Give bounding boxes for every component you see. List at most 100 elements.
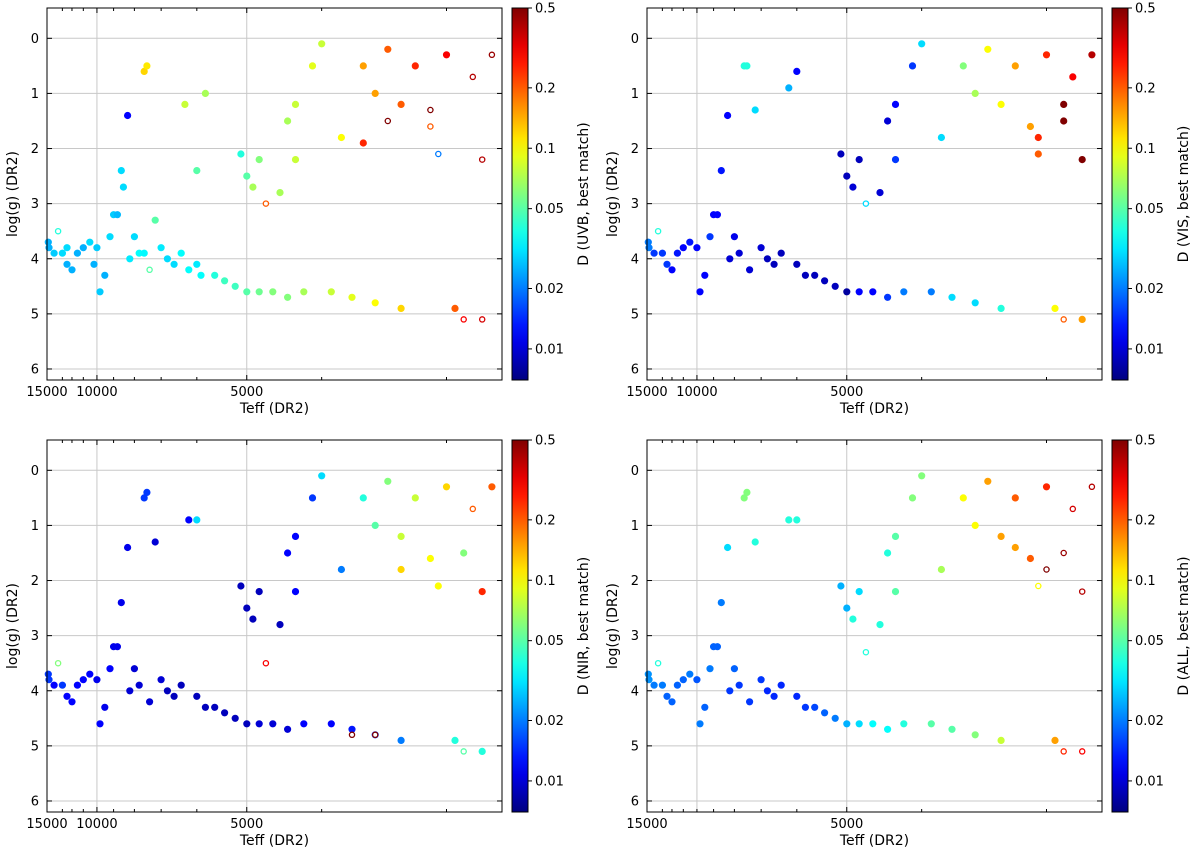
data-point [427, 123, 434, 130]
data-point [663, 260, 671, 268]
data-point [883, 293, 892, 301]
data-point [891, 156, 900, 164]
data-point [123, 543, 132, 552]
y-tick-label: 4 [631, 684, 639, 699]
data-point [348, 731, 356, 739]
data-point [686, 670, 694, 678]
data-point [451, 736, 459, 745]
data-point [73, 681, 81, 689]
y-tick-label: 6 [31, 362, 39, 377]
data-point [793, 516, 801, 524]
data-point [855, 288, 863, 296]
data-point [862, 200, 870, 207]
colorbar [1111, 7, 1129, 381]
data-point [696, 720, 704, 728]
data-point [793, 692, 801, 700]
data-point [255, 587, 263, 596]
data-point [918, 472, 926, 480]
colorbar-tick-label: 0.05 [535, 202, 564, 217]
colorbar-tick-label: 0.2 [1135, 513, 1156, 528]
data-point [997, 532, 1005, 541]
data-point [54, 227, 62, 235]
x-tick-label: 10000 [76, 385, 117, 400]
data-point [243, 604, 251, 612]
y-tick-label: 1 [31, 87, 39, 102]
y-tick-label: 5 [631, 307, 639, 322]
data-point [1011, 543, 1019, 552]
y-tick-label: 2 [631, 574, 639, 589]
data-point [384, 117, 392, 125]
data-point [763, 687, 772, 695]
data-point [855, 156, 863, 164]
data-point [371, 89, 379, 97]
data-point [1034, 133, 1042, 142]
data-point [197, 271, 205, 279]
y-tick-label: 6 [631, 362, 639, 377]
y-tick-label: 0 [31, 32, 39, 47]
data-point [745, 698, 754, 706]
data-point [770, 260, 778, 268]
colorbar-tick-label: 0.1 [1135, 142, 1156, 157]
colorbar-tick-label: 0.1 [535, 574, 556, 589]
data-point [50, 681, 58, 689]
data-point [300, 720, 308, 728]
data-point [1060, 117, 1068, 125]
data-point [460, 748, 467, 755]
data-point [1060, 316, 1067, 323]
colorbar-tick-label: 0.01 [1135, 774, 1164, 789]
data-point [163, 255, 171, 263]
colorbar-tick-label: 0.5 [535, 434, 556, 449]
y-tick-label: 5 [31, 307, 39, 322]
data-point [460, 549, 468, 557]
data-point [117, 167, 125, 175]
data-point [106, 665, 114, 673]
data-point [883, 549, 892, 557]
data-point [1051, 304, 1059, 313]
data-point [673, 681, 682, 689]
data-point [478, 587, 486, 596]
data-point [58, 249, 67, 257]
data-point [959, 62, 967, 70]
data-point [397, 304, 405, 313]
data-point [793, 260, 801, 268]
data-point [1069, 505, 1077, 513]
data-point [686, 238, 694, 246]
data-point [291, 532, 300, 541]
colorbar-tick-label: 0.01 [535, 342, 564, 357]
data-point [469, 505, 477, 513]
colorbar-tick-label: 0.5 [1135, 2, 1156, 17]
y-tick-label: 0 [631, 464, 639, 479]
data-point [119, 183, 127, 191]
data-point [984, 45, 992, 53]
y-tick-label: 2 [31, 142, 39, 157]
plot-area [647, 440, 1102, 812]
data-point [777, 681, 785, 689]
x-tick-label: 15000 [626, 817, 667, 832]
data-point [318, 472, 326, 480]
data-point [918, 40, 926, 48]
data-point [126, 687, 134, 695]
data-point [751, 538, 759, 546]
data-point [478, 316, 486, 323]
data-point [231, 714, 239, 722]
data-point [883, 117, 892, 125]
data-point [185, 266, 193, 274]
data-point [650, 681, 658, 689]
data-point [948, 725, 956, 733]
data-point [971, 731, 979, 739]
data-point [90, 260, 98, 268]
data-point [706, 665, 714, 673]
data-point [193, 260, 201, 268]
plot-area [47, 8, 502, 380]
colorbar-tick-label: 0.02 [1135, 282, 1164, 297]
x-tick-label: 15000 [626, 385, 667, 400]
colorbar [1111, 439, 1129, 813]
y-tick-label: 5 [631, 739, 639, 754]
panel-nir: 15000 10000 5000 0 1 2 3 4 5 6 Teff (DR2) log(g) (D… [5, 434, 592, 850]
y-tick-label: 3 [31, 197, 39, 212]
y-tick-label: 3 [31, 629, 39, 644]
data-point [869, 288, 877, 296]
data-point [1069, 73, 1077, 81]
x-tick-label: 15000 [26, 817, 67, 832]
